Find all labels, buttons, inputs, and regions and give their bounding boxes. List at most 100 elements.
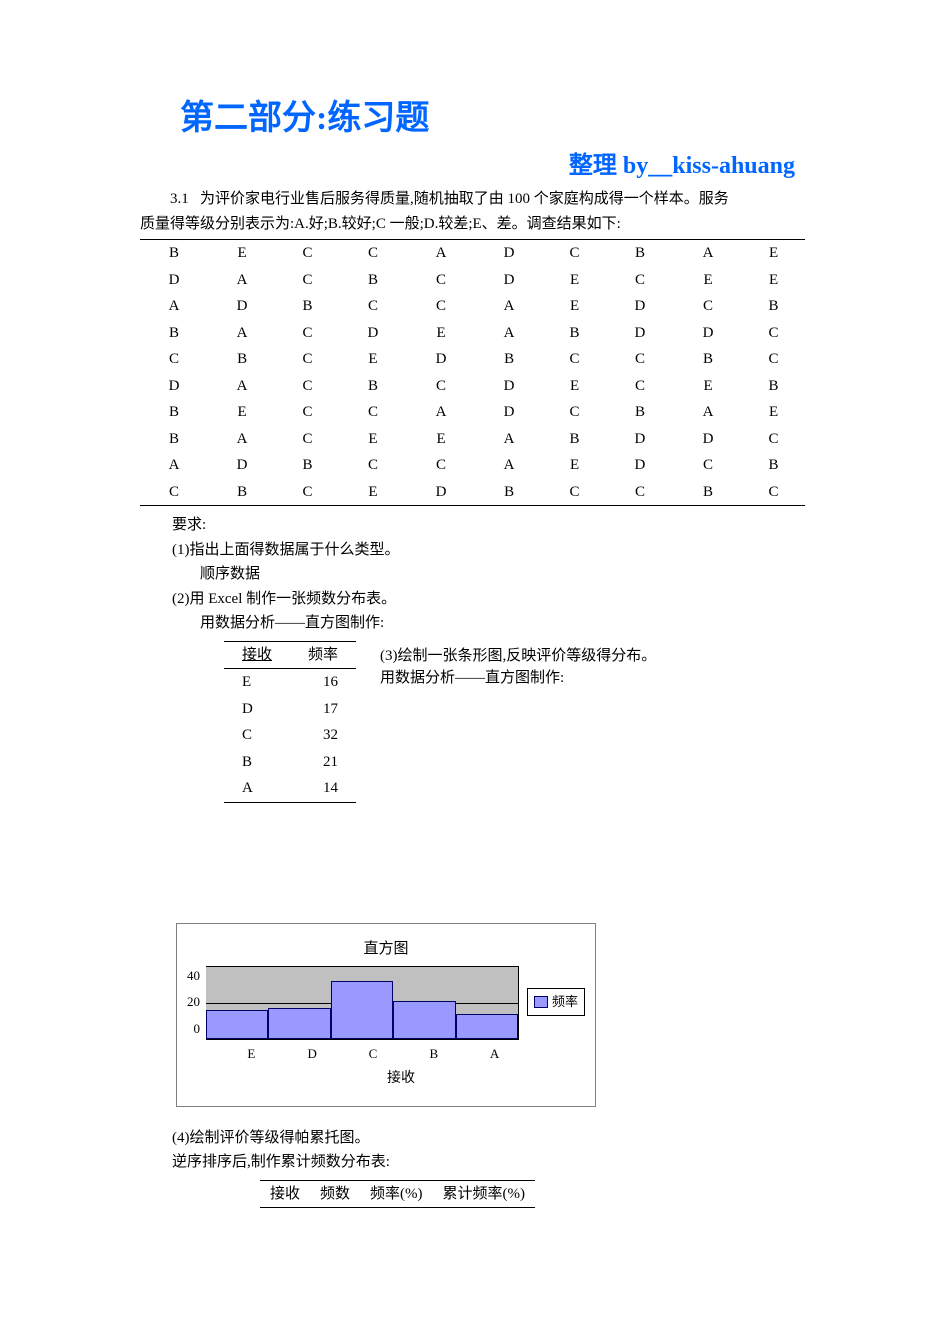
data-cell: C: [339, 452, 407, 479]
intro-line2: 质量得等级分别表示为:A.好;B.较好;C 一般;D.较差;E、差。调查结果如下…: [140, 213, 805, 236]
data-cell: B: [742, 293, 805, 320]
data-cell: B: [208, 346, 276, 373]
data-cell: C: [407, 373, 475, 400]
data-cell: A: [674, 240, 742, 267]
data-cell: D: [606, 452, 674, 479]
data-cell: E: [742, 267, 805, 294]
data-cell: C: [674, 452, 742, 479]
data-cell: B: [543, 320, 606, 347]
data-cell: C: [606, 373, 674, 400]
pareto-table-header: 接收频数频率(%)累计频率(%): [260, 1180, 535, 1209]
question-number: 3.1: [170, 191, 189, 207]
main-title: 第二部分:练习题: [140, 90, 805, 139]
data-cell: A: [140, 452, 208, 479]
y-axis: 40200: [187, 966, 206, 1038]
data-cell: B: [543, 426, 606, 453]
req-4: (4)绘制评价等级得帕累托图。: [172, 1127, 805, 1150]
data-cell: D: [475, 399, 543, 426]
data-cell: E: [543, 452, 606, 479]
data-cell: D: [208, 293, 276, 320]
freq-col-bin: 接收: [224, 641, 290, 669]
data-cell: D: [475, 240, 543, 267]
data-cell: C: [606, 267, 674, 294]
data-cell: B: [475, 479, 543, 506]
freq-bin: D: [224, 696, 290, 723]
data-cell: E: [339, 346, 407, 373]
data-cell: D: [407, 346, 475, 373]
x-tick: E: [221, 1044, 282, 1064]
data-cell: A: [208, 320, 276, 347]
question-intro: 3.1 为评价家电行业售后服务得质量,随机抽取了由 100 个家庭构成得一个样本…: [140, 188, 805, 211]
data-cell: C: [606, 346, 674, 373]
data-cell: B: [276, 452, 339, 479]
x-axis-title: 接收: [187, 1068, 585, 1089]
data-cell: E: [674, 267, 742, 294]
data-cell: C: [742, 320, 805, 347]
data-cell: C: [543, 479, 606, 506]
data-cell: C: [276, 479, 339, 506]
data-cell: C: [339, 240, 407, 267]
data-cell: D: [407, 479, 475, 506]
data-cell: B: [674, 479, 742, 506]
data-cell: C: [276, 240, 339, 267]
data-cell: C: [276, 320, 339, 347]
data-cell: C: [407, 267, 475, 294]
y-tick: 0: [194, 1019, 201, 1039]
data-cell: B: [208, 479, 276, 506]
x-tick: D: [282, 1044, 343, 1064]
x-tick: A: [464, 1044, 525, 1064]
data-cell: D: [606, 426, 674, 453]
freq-bin: E: [224, 669, 290, 696]
data-cell: C: [276, 399, 339, 426]
data-cell: B: [140, 399, 208, 426]
x-tick: C: [343, 1044, 404, 1064]
data-cell: C: [742, 346, 805, 373]
data-cell: C: [543, 240, 606, 267]
data-cell: A: [475, 320, 543, 347]
pareto-col: 接收: [260, 1180, 310, 1208]
chart-bar: [331, 981, 393, 1039]
data-cell: A: [140, 293, 208, 320]
freq-col-freq: 频率: [290, 641, 356, 669]
data-cell: D: [140, 373, 208, 400]
freq-value: 17: [290, 696, 356, 723]
freq-value: 16: [290, 669, 356, 696]
req-2: (2)用 Excel 制作一张频数分布表。: [172, 588, 805, 611]
data-cell: B: [140, 426, 208, 453]
freq-value: 32: [290, 722, 356, 749]
data-cell: B: [276, 293, 339, 320]
req-1-answer: 顺序数据: [172, 563, 805, 586]
data-cell: E: [742, 399, 805, 426]
author-line: 整理 by__kiss-ahuang: [140, 145, 805, 180]
data-cell: E: [339, 479, 407, 506]
pareto-col: 频率(%): [360, 1180, 433, 1208]
data-cell: A: [208, 267, 276, 294]
data-cell: D: [475, 373, 543, 400]
data-cell: C: [339, 293, 407, 320]
data-cell: C: [543, 346, 606, 373]
data-cell: E: [543, 267, 606, 294]
freq-value: 14: [290, 775, 356, 802]
chart-title: 直方图: [187, 938, 585, 961]
data-cell: D: [339, 320, 407, 347]
data-cell: A: [475, 293, 543, 320]
chart-bar: [456, 1014, 518, 1039]
data-cell: C: [606, 479, 674, 506]
chart-bar: [206, 1010, 268, 1039]
data-cell: E: [407, 426, 475, 453]
data-cell: C: [276, 346, 339, 373]
data-cell: E: [208, 399, 276, 426]
data-cell: C: [276, 267, 339, 294]
freq-value: 21: [290, 749, 356, 776]
data-cell: B: [606, 240, 674, 267]
y-tick: 40: [187, 966, 200, 986]
req-3-sub: 用数据分析——直方图制作:: [380, 667, 656, 690]
data-cell: B: [674, 346, 742, 373]
plot-area: [206, 966, 519, 1040]
data-cell: C: [276, 426, 339, 453]
data-cell: E: [543, 293, 606, 320]
data-cell: B: [742, 373, 805, 400]
data-cell: D: [674, 426, 742, 453]
data-cell: C: [742, 479, 805, 506]
pareto-col: 频数: [310, 1180, 360, 1208]
